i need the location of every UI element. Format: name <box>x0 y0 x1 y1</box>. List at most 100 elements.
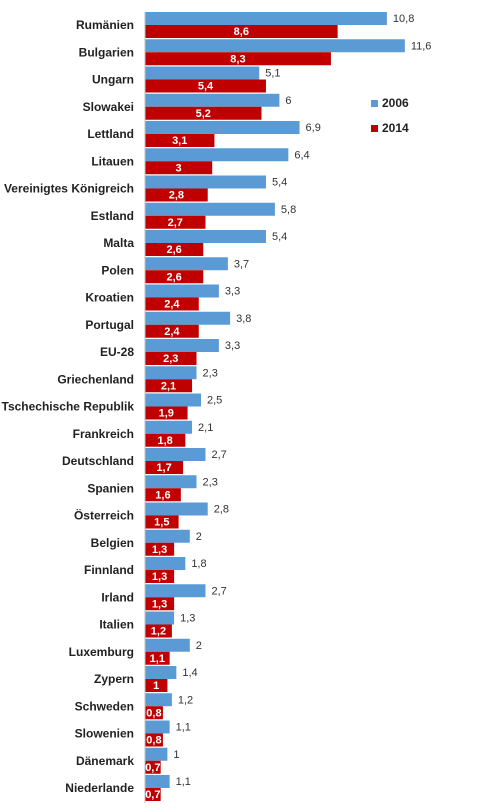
bar-2014-finnland <box>145 570 175 583</box>
bar-2014-schweden <box>145 706 163 720</box>
category-label-belgien: Belgien <box>91 536 134 550</box>
bar-2014-belgien <box>145 542 175 556</box>
data-label-2006-italien: 1,3 <box>180 613 195 625</box>
data-label-2006-polen: 3,7 <box>234 258 249 270</box>
bar-2006-italien <box>145 611 175 625</box>
bar-2006-eu-28 <box>145 339 219 352</box>
data-label-2014-kroatien: 2,4 <box>164 299 180 311</box>
data-label-2014-ungarn: 5,4 <box>198 81 214 93</box>
data-label-2006-malta: 5,4 <box>272 231 287 243</box>
data-label-2014-deutschland: 1,7 <box>156 462 171 474</box>
data-label-2006-oesterreich: 2,8 <box>214 504 229 516</box>
data-label-2006-griechenland: 2,3 <box>203 367 218 379</box>
category-label-schweden: Schweden <box>75 699 134 713</box>
data-label-2014-griechenland: 2,1 <box>161 380 176 392</box>
bar-2014-eu-28 <box>145 352 197 365</box>
data-label-2006-finnland: 1,8 <box>191 558 206 570</box>
data-label-2014-frankreich: 1,8 <box>158 435 173 447</box>
bar-2006-belgien <box>145 529 190 543</box>
legend-swatch-2014 <box>371 125 378 132</box>
category-label-niederlande: Niederlande <box>65 781 134 795</box>
data-label-2006-slowenien: 1,1 <box>176 722 191 734</box>
data-label-2014-eu-28: 2,3 <box>163 353 178 365</box>
bar-2006-griechenland <box>145 366 197 380</box>
bar-2014-italien <box>145 624 172 638</box>
category-label-finnland: Finnland <box>84 563 134 577</box>
bar-2014-slowenien <box>145 733 163 747</box>
data-label-2006-tschechische-republik: 2,5 <box>207 395 222 407</box>
data-label-2006-zypern: 1,4 <box>182 667 197 679</box>
bar-2006-rumaenien <box>145 12 387 25</box>
category-label-spanien: Spanien <box>87 481 134 495</box>
data-label-2014-spanien: 1,6 <box>155 489 170 501</box>
data-label-2014-belgien: 1,3 <box>152 544 167 556</box>
category-label-rumaenien: Rumänien <box>76 18 134 32</box>
bar-2014-daenemark <box>145 760 161 774</box>
bar-2006-ungarn <box>145 66 260 80</box>
category-label-bulgarien: Bulgarien <box>79 45 134 59</box>
data-label-2014-daenemark: 0,7 <box>145 762 160 774</box>
bar-2006-zypern <box>145 666 177 679</box>
bar-2006-lettland <box>145 121 300 134</box>
legend-label-2014: 2014 <box>382 121 409 135</box>
legend: 2006 2014 <box>371 96 409 135</box>
category-label-daenemark: Dänemark <box>76 754 134 768</box>
bar-2014-estland <box>145 215 206 229</box>
bar-2006-frankreich <box>145 420 193 434</box>
series-2006-data-labels: 10,8 11,6 5,1 6 6,9 6,4 5,4 5,8 5,4 3,7 3,3 3,8 3,3 2… <box>173 13 431 788</box>
category-label-vereinigtes-koenigreich: Vereinigtes Königreich <box>4 182 134 196</box>
bar-2014-malta <box>145 243 204 256</box>
bar-2006-slowakei <box>145 93 280 107</box>
data-label-2014-tschechische-republik: 1,9 <box>159 408 174 420</box>
category-label-frankreich: Frankreich <box>73 427 134 441</box>
bar-2006-slowenien <box>145 720 170 734</box>
bar-2014-kroatien <box>145 297 199 311</box>
data-label-2014-zypern: 1 <box>153 680 159 692</box>
category-label-irland: Irland <box>101 590 134 604</box>
data-label-2014-portugal: 2,4 <box>164 326 180 338</box>
bar-2006-vereinigtes-koenigreich <box>145 175 266 189</box>
category-label-tschechische-republik: Tschechische Republik <box>2 400 135 414</box>
data-label-2006-vereinigtes-koenigreich: 5,4 <box>272 177 287 189</box>
bar-2014-vereinigtes-koenigreich <box>145 188 208 202</box>
category-label-eu-28: EU-28 <box>100 345 134 359</box>
bar-2014-portugal <box>145 324 199 338</box>
data-label-2006-estland: 5,8 <box>281 204 296 216</box>
category-label-slowenien: Slowenien <box>75 727 134 741</box>
category-labels: Rumänien Bulgarien Ungarn Slowakei Lettland L… <box>2 18 135 795</box>
series-2014-data-labels: 8,6 8,3 5,4 5,2 3,1 3 2,8 2,7 2,6 2,6 2,4 2,4 2,3 2,1… <box>145 26 249 801</box>
category-label-deutschland: Deutschland <box>62 454 134 468</box>
bar-2014-griechenland <box>145 379 193 393</box>
bar-2014-lettland <box>145 134 215 147</box>
category-label-litauen: Litauen <box>91 154 134 168</box>
bar-2006-malta <box>145 230 266 243</box>
data-label-2014-slowakei: 5,2 <box>196 108 211 120</box>
data-label-2006-belgien: 2 <box>196 531 202 543</box>
category-label-luxemburg: Luxemburg <box>69 645 134 659</box>
data-label-2006-kroatien: 3,3 <box>225 286 240 298</box>
data-label-2006-eu-28: 3,3 <box>225 340 240 352</box>
legend-swatch-2006 <box>371 100 378 107</box>
data-label-2006-schweden: 1,2 <box>178 694 193 706</box>
bar-2006-litauen <box>145 148 289 162</box>
bar-2006-spanien <box>145 475 197 489</box>
category-label-oesterreich: Österreich <box>74 508 134 523</box>
bar-2014-frankreich <box>145 433 186 447</box>
bar-2014-tschechische-republik <box>145 406 188 420</box>
data-label-2014-malta: 2,6 <box>166 244 181 256</box>
category-label-portugal: Portugal <box>85 318 134 332</box>
data-label-2006-daenemark: 1 <box>173 749 179 761</box>
data-label-2014-oesterreich: 1,5 <box>154 517 169 529</box>
data-label-2014-estland: 2,7 <box>168 217 183 229</box>
bar-2014-zypern <box>145 679 168 692</box>
bar-2014-polen <box>145 270 204 284</box>
data-label-2014-lettland: 3,1 <box>172 135 187 147</box>
bar-2006-luxemburg <box>145 638 190 652</box>
data-label-2006-niederlande: 1,1 <box>176 776 191 788</box>
bar-2014-irland <box>145 597 175 611</box>
data-label-2014-rumaenien: 8,6 <box>234 26 249 38</box>
data-label-2006-spanien: 2,3 <box>203 476 218 488</box>
category-label-polen: Polen <box>101 263 134 277</box>
data-label-2014-luxemburg: 1,1 <box>150 653 165 665</box>
